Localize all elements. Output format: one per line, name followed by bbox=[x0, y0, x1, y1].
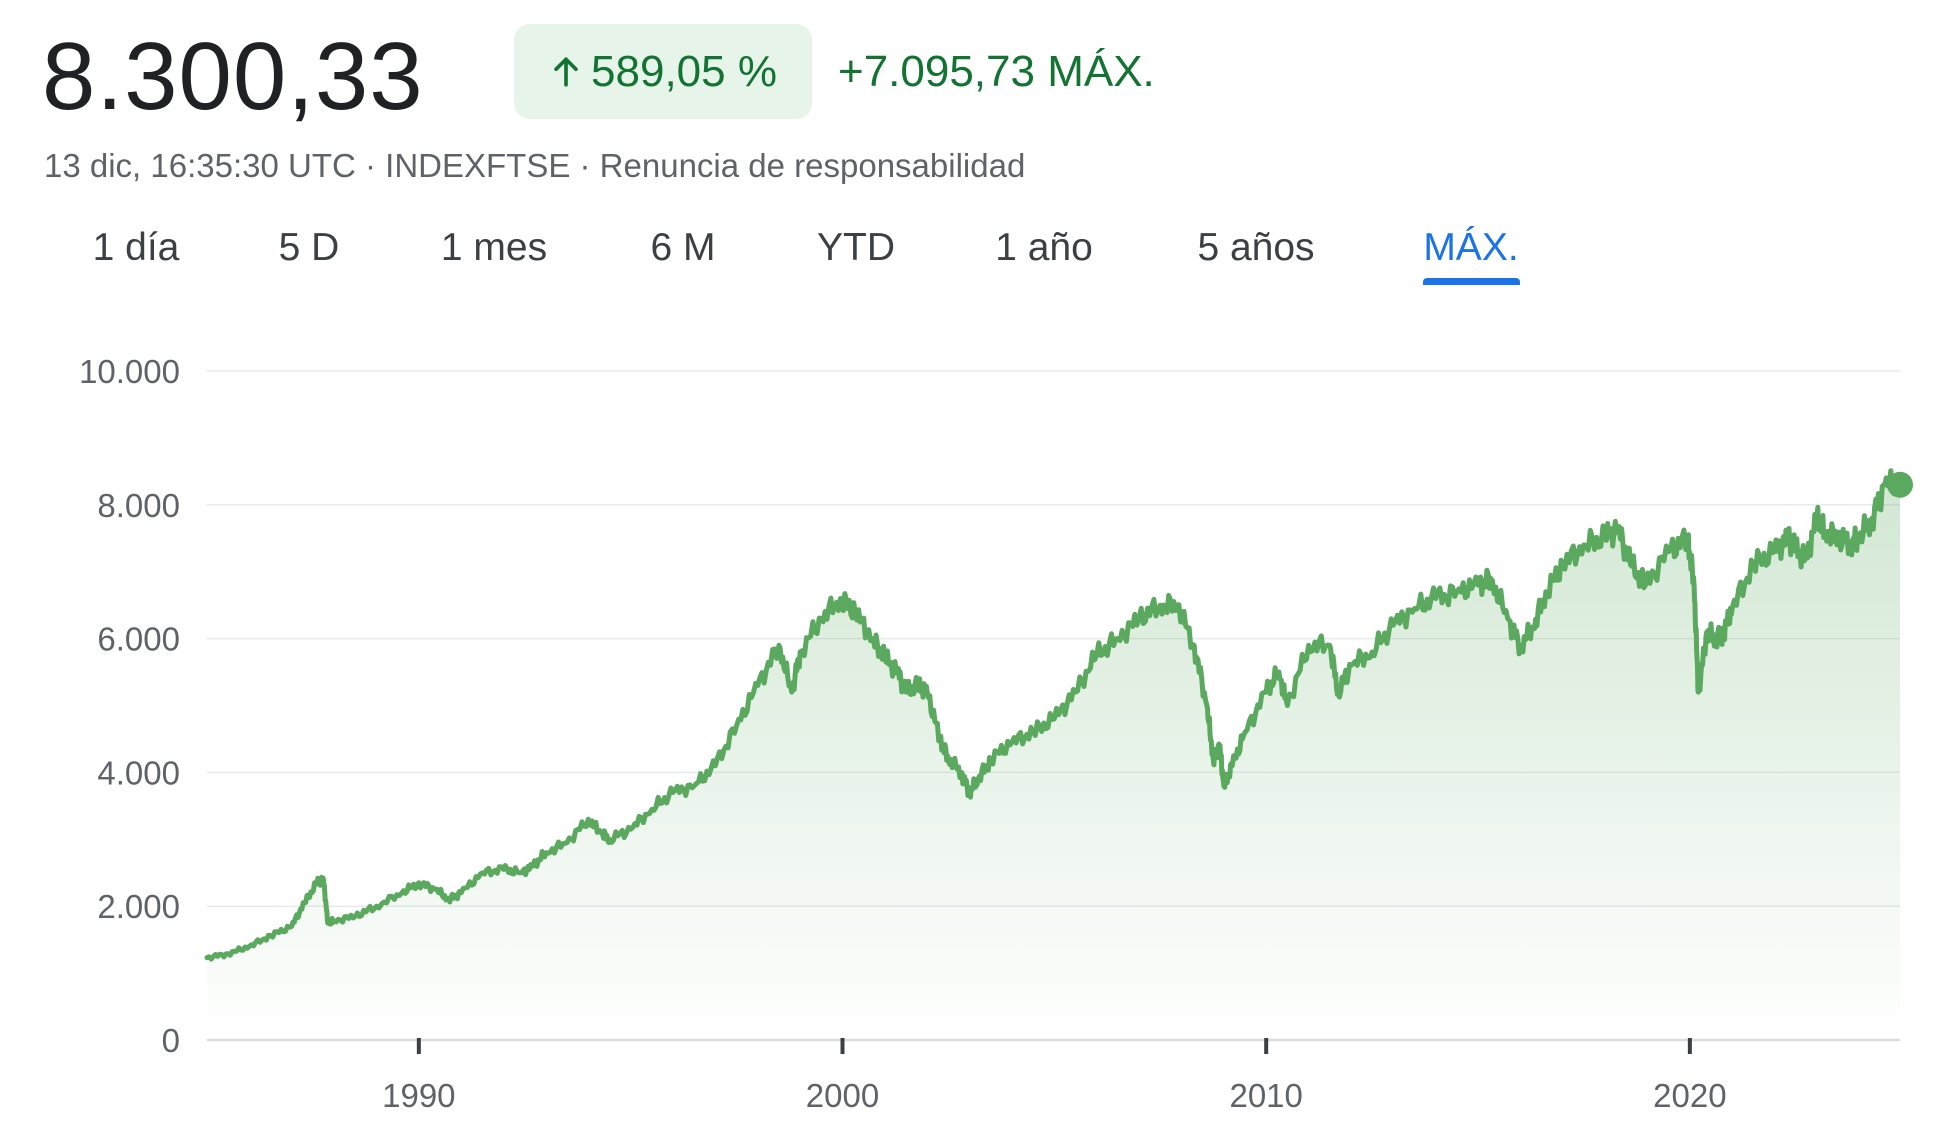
x-tick-label: 2010 bbox=[1229, 1077, 1302, 1114]
range-tabs: 1 día 5 D 1 mes 6 M YTD 1 año 5 años MÁX… bbox=[0, 222, 1950, 292]
y-tick-label: 0 bbox=[162, 1022, 180, 1059]
y-tick-label: 10.000 bbox=[79, 353, 180, 390]
series-line bbox=[204, 468, 1903, 962]
tab-ytd[interactable]: YTD bbox=[817, 226, 895, 269]
active-tab-indicator bbox=[1423, 278, 1520, 285]
current-price: 8.300,33 bbox=[42, 23, 424, 130]
last-point-marker bbox=[1887, 471, 1913, 498]
y-tick-label: 4.000 bbox=[97, 754, 180, 791]
tab-1-month[interactable]: 1 mes bbox=[440, 226, 548, 269]
arrow-up-icon bbox=[554, 56, 578, 87]
tab-1-day[interactable]: 1 día bbox=[92, 226, 180, 269]
tab-1-year[interactable]: 1 año bbox=[995, 226, 1093, 269]
change-absolute: +7.095,73 MÁX. bbox=[838, 47, 1155, 96]
change-percent-value: 589,05 % bbox=[591, 46, 777, 96]
change-percent-badge: 589,05 % bbox=[514, 24, 812, 119]
tab-5-days[interactable]: 5 D bbox=[278, 226, 340, 269]
tab-max[interactable]: MÁX. bbox=[1423, 226, 1519, 269]
x-tick-label: 2020 bbox=[1653, 1077, 1726, 1114]
x-tick-label: 1990 bbox=[382, 1077, 455, 1114]
y-tick-label: 6.000 bbox=[97, 621, 180, 658]
y-tick-label: 2.000 bbox=[97, 888, 180, 925]
tab-5-years[interactable]: 5 años bbox=[1197, 226, 1315, 269]
tab-6-months[interactable]: 6 M bbox=[650, 226, 716, 269]
y-tick-label: 8.000 bbox=[97, 487, 180, 524]
x-tick-label: 2000 bbox=[806, 1077, 879, 1114]
series-area-fill bbox=[207, 470, 1900, 1040]
quote-meta: 13 dic, 16:35:30 UTC · INDEXFTSE · Renun… bbox=[44, 147, 1026, 184]
